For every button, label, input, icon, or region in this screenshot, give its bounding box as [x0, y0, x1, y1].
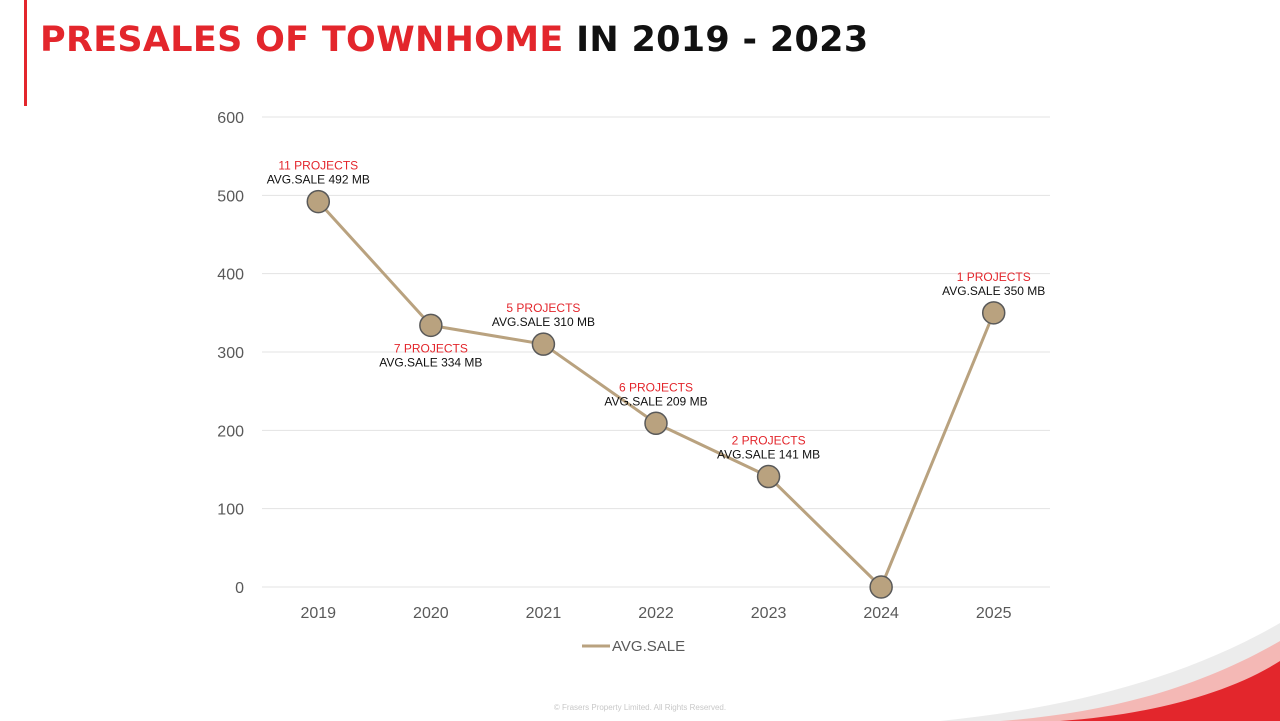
data-point [644, 411, 668, 436]
data-point [869, 575, 893, 599]
annotation-avg-sale: AVG.SALE 141 MB [717, 448, 820, 462]
annotation-projects: 11 PROJECTS [278, 159, 358, 173]
annotation-avg-sale: AVG.SALE 209 MB [604, 394, 707, 408]
annotation-avg-sale: AVG.SALE 350 MB [942, 284, 1045, 298]
x-tick-label: 2024 [863, 605, 899, 622]
x-tick-label: 2020 [413, 605, 449, 622]
slide-title-highlight: PRESALES OF TOWNHOME [40, 20, 564, 60]
x-tick-label: 2025 [976, 605, 1012, 622]
legend-label: AVG.SALE [612, 638, 685, 655]
annotation-avg-sale: AVG.SALE 492 MB [267, 173, 370, 187]
y-tick-label: 100 [217, 502, 244, 519]
slide-title: PRESALES OF TOWNHOME IN 2019 - 2023 [40, 20, 868, 60]
annotation-projects: 6 PROJECTS [619, 380, 693, 394]
x-tick-label: 2021 [526, 605, 562, 622]
y-tick-label: 600 [217, 110, 244, 127]
x-tick-label: 2019 [300, 605, 336, 622]
annotation-projects: 5 PROJECTS [506, 301, 580, 315]
corner-swoosh-decoration [940, 623, 1280, 721]
accent-bar [24, 0, 27, 106]
data-point [756, 464, 781, 489]
annotation-projects: 1 PROJECTS [957, 270, 1031, 284]
slide-title-rest: IN 2019 - 2023 [563, 20, 869, 60]
annotation-projects: 7 PROJECTS [394, 341, 468, 355]
y-tick-label: 200 [217, 423, 244, 440]
y-tick-label: 0 [235, 580, 244, 597]
x-tick-label: 2023 [751, 605, 787, 622]
annotation-avg-sale: AVG.SALE 310 MB [492, 315, 595, 329]
annotation-avg-sale: AVG.SALE 334 MB [379, 355, 482, 369]
footer-copyright: © Frasers Property Limited. All Rights R… [553, 703, 727, 712]
data-point [981, 301, 1006, 325]
y-tick-label: 300 [217, 345, 244, 362]
annotation-projects: 2 PROJECTS [732, 434, 806, 448]
y-tick-label: 400 [217, 267, 244, 284]
x-tick-label: 2022 [638, 605, 674, 622]
data-point [531, 332, 556, 356]
data-point [306, 189, 331, 214]
y-tick-label: 500 [217, 188, 244, 205]
data-point [419, 313, 443, 338]
